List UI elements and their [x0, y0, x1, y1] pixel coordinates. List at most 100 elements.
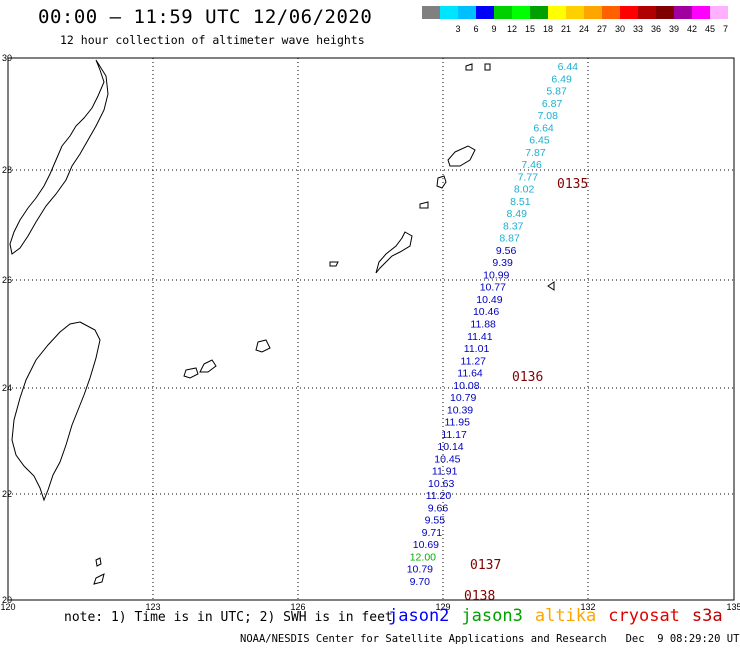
wave-height-label: 7.87 [525, 147, 546, 159]
small-islet-2 [93, 573, 105, 585]
legend-swatch [566, 6, 584, 19]
wave-height-label: 6.45 [529, 135, 550, 147]
ishigaki-island [199, 359, 217, 373]
wave-height-label: 10.14 [437, 441, 463, 453]
wave-height-label: 11.01 [464, 343, 490, 355]
wave-height-label: 9.70 [410, 576, 431, 588]
legend-swatch [422, 6, 440, 19]
wave-height-label: 11.91 [432, 466, 458, 478]
axis-labels: 120 123 126 129 132 135 30 28 26 24 22 20 [0, 53, 740, 612]
lat-label: 30 [2, 53, 12, 63]
small-islet-7 [419, 201, 429, 209]
pass-id-label: 0137 [470, 558, 501, 573]
legend-label: 42 [687, 24, 697, 34]
lon-label: 120 [0, 602, 15, 612]
mission-altika: altika [534, 606, 597, 626]
map-title: 00:00 – 11:59 UTC 12/06/2020 [38, 6, 373, 28]
lon-label: 123 [145, 602, 160, 612]
wave-height-label: 8.51 [510, 196, 531, 208]
lat-label: 22 [2, 489, 12, 499]
legend-label: 15 [525, 24, 535, 34]
legend-label: 27 [597, 24, 607, 34]
wave-height-label: 11.88 [470, 319, 496, 331]
legend-swatch [656, 6, 674, 19]
map-frame [7, 57, 735, 601]
wave-height-label: 11.20 [426, 490, 452, 502]
wave-height-label: 7.46 [521, 159, 542, 171]
legend-swatch [674, 6, 692, 19]
legend-swatch [602, 6, 620, 19]
pass-id-label: 0138 [464, 589, 495, 604]
legend-swatch [512, 6, 530, 19]
wave-height-label: 11.17 [441, 429, 467, 441]
legend-swatch [584, 6, 602, 19]
legend-label: 33 [633, 24, 643, 34]
mission-cryosat: cryosat [608, 606, 680, 626]
okinawa-coastline [375, 231, 413, 274]
legend-label: 3 [455, 24, 460, 34]
mission-jason3: jason3 [461, 606, 523, 626]
mission-legend: jason2 jason3 altika cryosat s3a [388, 606, 735, 626]
wave-height-label: 11.41 [467, 331, 493, 343]
graticule-grid [8, 58, 734, 600]
wave-height-label: 8.49 [507, 208, 528, 220]
pass-id-label: 0136 [512, 370, 543, 385]
small-islet-4 [465, 63, 473, 71]
mission-s3a: s3a [691, 606, 723, 626]
wave-height-label: 10.77 [480, 282, 506, 294]
wave-height-label: 8.87 [499, 233, 520, 245]
wave-height-label: 9.39 [492, 257, 513, 269]
lon-label: 126 [290, 602, 305, 612]
legend-swatch [692, 6, 710, 19]
small-islet-6 [547, 281, 555, 291]
legend-swatch [530, 6, 548, 19]
legend-label: 39 [669, 24, 679, 34]
legend-swatch [710, 6, 728, 19]
lon-label: 135 [726, 602, 740, 612]
legend-label: 12 [507, 24, 517, 34]
yakushima-coastline [436, 175, 447, 189]
legend-swatch [494, 6, 512, 19]
wave-height-label: 10.46 [473, 306, 499, 318]
wave-height-label: 6.64 [533, 122, 554, 134]
wave-height-label: 10.39 [447, 404, 473, 416]
legend-label: 36 [651, 24, 661, 34]
wave-height-label: 10.63 [428, 478, 454, 490]
taiwan-coastline [11, 321, 101, 502]
wave-height-label: 5.87 [546, 86, 567, 98]
color-legend: 36912151821242730333639424570(ft) [422, 6, 728, 34]
coastline-outlines [9, 59, 555, 585]
wave-height-label: 11.27 [461, 355, 487, 367]
legend-swatch [440, 6, 458, 19]
wave-height-label: 10.99 [483, 269, 509, 281]
legend-label: 45 [705, 24, 715, 34]
wave-height-label: 12.00 [410, 551, 436, 563]
wave-height-label: 10.69 [413, 539, 439, 551]
wave-height-label: 10.79 [407, 564, 433, 576]
mission-jason2: jason2 [388, 606, 450, 626]
wave-height-label: 10.08 [453, 380, 479, 392]
wave-height-label: 11.64 [457, 368, 483, 380]
legend-label: 70 [723, 24, 728, 34]
wave-height-label: 10.79 [450, 392, 476, 404]
wave-height-label: 6.49 [551, 73, 572, 85]
small-islet-5 [484, 63, 491, 71]
lat-label: 26 [2, 275, 12, 285]
legend-swatch [638, 6, 656, 19]
wave-height-label: 10.49 [476, 294, 502, 306]
satellite-track: 6.446.495.876.877.086.646.457.877.467.77… [407, 61, 578, 588]
map-subtitle: 12 hour collection of altimeter wave hei… [60, 33, 365, 47]
iriomote-island [183, 367, 199, 379]
wave-height-label: 7.77 [518, 171, 539, 183]
legend-label: 6 [473, 24, 478, 34]
legend-label: 18 [543, 24, 553, 34]
wave-height-label: 10.45 [434, 453, 460, 465]
wave-height-label: 11.95 [444, 417, 470, 429]
small-islet-3 [329, 261, 339, 267]
legend-swatch [458, 6, 476, 19]
wave-height-label: 8.37 [503, 220, 524, 232]
miyako-island [255, 339, 271, 353]
credit-line: NOAA/NESDIS Center for Satellite Applica… [240, 633, 740, 645]
legend-swatch [620, 6, 638, 19]
pass-labels: 0135 0136 0137 0138 [464, 177, 588, 604]
